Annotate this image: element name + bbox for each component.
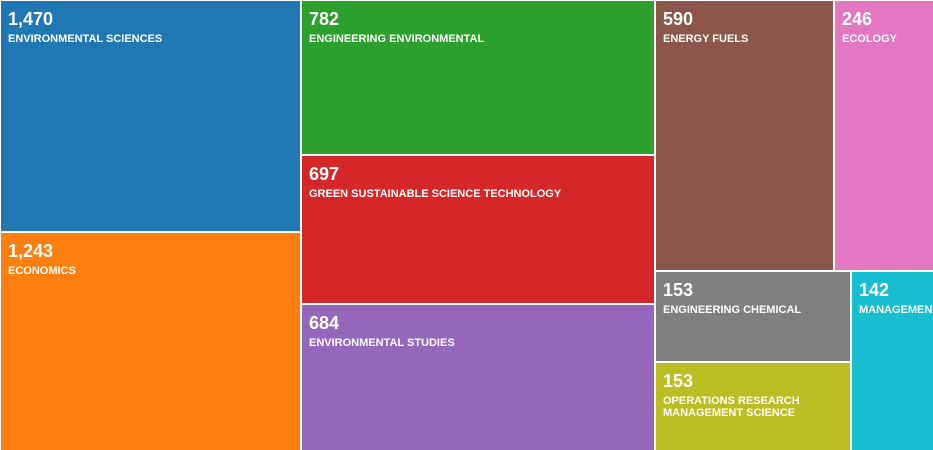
treemap-tile-engineering-chemical[interactable]: 153 ENGINEERING CHEMICAL bbox=[655, 271, 851, 362]
treemap-tile-operations-research-management-science[interactable]: 153 OPERATIONS RESEARCH MANAGEMENT SCIENC… bbox=[655, 362, 851, 450]
treemap-tile-environmental-studies[interactable]: 684 ENVIRONMENTAL STUDIES bbox=[301, 304, 655, 450]
tile-value: 1,470 bbox=[8, 9, 54, 29]
tile-label: OPERATIONS RESEARCH MANAGEMENT SCIENCE bbox=[663, 395, 800, 419]
tile-label: ENVIRONMENTAL STUDIES bbox=[309, 337, 455, 349]
tile-label: ECONOMICS bbox=[8, 265, 76, 277]
treemap-tile-environmental-sciences[interactable]: 1,470 ENVIRONMENTAL SCIENCES bbox=[0, 0, 301, 232]
treemap-tile-engineering-environmental[interactable]: 782 ENGINEERING ENVIRONMENTAL bbox=[301, 0, 655, 155]
tile-label: ECOLOGY bbox=[842, 33, 898, 45]
tile-value: 246 bbox=[842, 9, 873, 29]
tile-label: ENERGY FUELS bbox=[663, 33, 749, 45]
tile-value: 684 bbox=[309, 313, 340, 333]
treemap-tile-green-sustainable-science-technology[interactable]: 697 GREEN SUSTAINABLE SCIENCE TECHNOLOGY bbox=[301, 155, 655, 304]
tile-value: 782 bbox=[309, 9, 340, 29]
tile-label: ENGINEERING CHEMICAL bbox=[663, 304, 802, 316]
tile-label: ENVIRONMENTAL SCIENCES bbox=[8, 33, 163, 45]
tile-label: GREEN SUSTAINABLE SCIENCE TECHNOLOGY bbox=[309, 188, 562, 200]
treemap-tile-ecology[interactable]: 246 ECOLOGY bbox=[834, 0, 933, 271]
tile-value: 142 bbox=[859, 280, 890, 300]
tile-value: 590 bbox=[663, 9, 694, 29]
tile-label: ENGINEERING ENVIRONMENTAL bbox=[309, 33, 485, 45]
treemap-tile-economics[interactable]: 1,243 ECONOMICS bbox=[0, 232, 301, 450]
treemap-tile-energy-fuels[interactable]: 590 ENERGY FUELS bbox=[655, 0, 834, 271]
tile-value: 697 bbox=[309, 164, 340, 184]
tile-label: MANAGEMENT bbox=[859, 304, 933, 316]
tile-value: 153 bbox=[663, 280, 694, 300]
treemap-tile-management[interactable]: 142 MANAGEMENT bbox=[851, 271, 933, 450]
tile-value: 153 bbox=[663, 371, 694, 391]
tile-value: 1,243 bbox=[8, 241, 54, 261]
